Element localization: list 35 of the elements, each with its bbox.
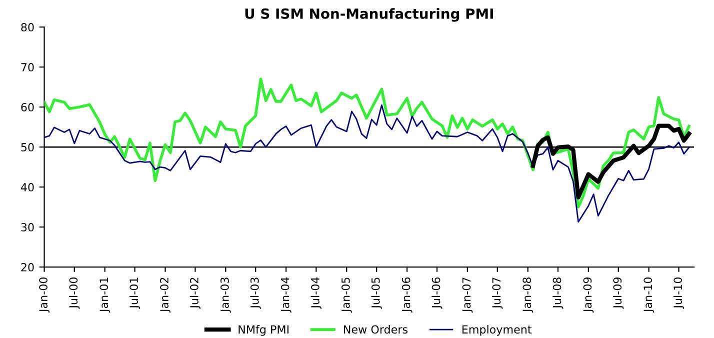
y-tick-label: 40 (20, 183, 34, 192)
x-tick-label: Jan-06 (402, 277, 412, 313)
y-tick-label: 50 (21, 143, 34, 152)
line-series (44, 78, 690, 208)
x-tick-label: Jan-10 (644, 277, 654, 313)
chart-title: U S ISM Non-Manufacturing PMI (245, 8, 493, 22)
y-tick-label: 60 (21, 103, 34, 112)
y-tick-label: 70 (21, 63, 34, 72)
x-tick-label: Jul-04 (310, 277, 322, 309)
x-tick-label: Jan-01 (100, 278, 110, 313)
x-tick-label: Jul-09 (613, 278, 624, 309)
x-tick-label: Jan-03 (220, 278, 231, 313)
y-tick-label: 80 (21, 23, 34, 32)
legend-label: New Orders (344, 325, 408, 334)
y-tick-label: 20 (21, 262, 34, 272)
x-tick-label: Jan-02 (160, 278, 171, 313)
line-series (44, 104, 690, 223)
y-tick-label: 30 (21, 223, 34, 232)
x-tick-label: Jul-02 (190, 278, 200, 309)
legend-label: Employment (462, 325, 532, 336)
x-tick-label: Jan-09 (583, 278, 594, 313)
x-tick-label: Jan-05 (341, 278, 352, 313)
legend-label: NMfg PMI (238, 325, 288, 336)
x-tick-label: Jan-04 (280, 277, 292, 313)
x-tick-label: Jul-05 (371, 278, 382, 309)
x-tick-label: Jan-00 (39, 277, 50, 313)
x-tick-label: Jul-01 (129, 278, 140, 309)
x-tick-label: Jul-07 (492, 278, 503, 309)
x-tick-label: Jan-08 (522, 278, 534, 313)
x-tick-label: Jul-03 (250, 278, 261, 309)
x-tick-label: Jul-00 (69, 277, 80, 309)
x-tick-label: Jan-07 (462, 278, 473, 313)
x-tick-label: Jul-08 (552, 278, 564, 309)
x-tick-label: Jul-10 (673, 277, 684, 309)
x-tick-label: Jul-06 (432, 277, 442, 309)
